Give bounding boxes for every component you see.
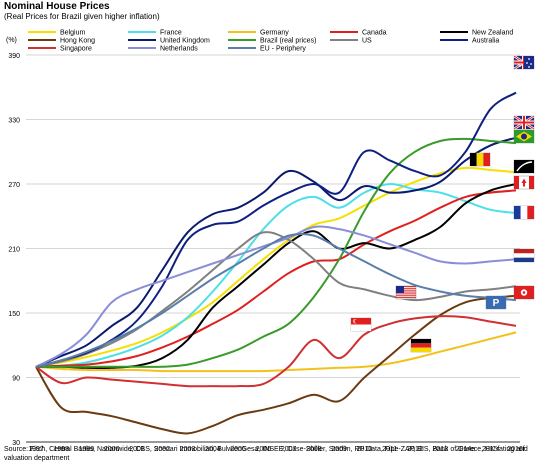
legend-item: Germany bbox=[228, 30, 289, 37]
x-tick-label: 2012 bbox=[407, 446, 423, 453]
x-tick-label: 2004 bbox=[205, 446, 221, 453]
legend-item: Singapore bbox=[28, 46, 92, 53]
x-tick-label: 2009 bbox=[331, 446, 347, 453]
legend-label: Netherlands bbox=[160, 46, 198, 53]
new-zealand-flag bbox=[513, 159, 535, 174]
legend-item: EU - Periphery bbox=[228, 46, 306, 53]
chart-subtitle: (Real Prices for Brazil given higher inf… bbox=[4, 12, 160, 21]
legend-label: Hong Kong bbox=[60, 38, 95, 45]
series-line-france bbox=[35, 182, 517, 368]
legend-item: Belgium bbox=[28, 30, 85, 37]
series-line-singapore bbox=[35, 315, 517, 388]
x-tick-label: 1998 bbox=[53, 446, 69, 453]
x-tick-label: 2006 bbox=[256, 446, 272, 453]
uk-flag bbox=[513, 114, 535, 131]
netherlands-flag bbox=[513, 248, 535, 263]
legend-label: France bbox=[160, 30, 182, 37]
legend-label: Brazil (real prices) bbox=[260, 38, 316, 45]
series-line-new-zealand bbox=[35, 183, 517, 370]
legend-label: Germany bbox=[260, 30, 289, 37]
us-flag bbox=[395, 285, 417, 300]
y-tick-label: 150 bbox=[8, 311, 20, 318]
series-line-united-kingdom bbox=[35, 136, 517, 368]
legend-label: EU - Periphery bbox=[260, 46, 306, 53]
chart-title: Nominal House Prices bbox=[4, 1, 110, 12]
legend-label: Singapore bbox=[60, 46, 92, 53]
series-line-us bbox=[35, 231, 517, 368]
x-tick-label: 2008 bbox=[306, 446, 322, 453]
y-tick-label: 390 bbox=[8, 53, 20, 60]
legend-item: Brazil (real prices) bbox=[228, 38, 316, 45]
legend-label: Canada bbox=[362, 30, 387, 37]
x-tick-label: 2003 bbox=[180, 446, 196, 453]
series-line-eu-periphery bbox=[35, 232, 517, 368]
legend-label: Belgium bbox=[60, 30, 85, 37]
x-tick-label: 2011 bbox=[382, 446, 397, 453]
x-tick-label: 1999 bbox=[79, 446, 95, 453]
x-tick-label: 2014e bbox=[456, 446, 476, 453]
x-tick-label: 2010 bbox=[357, 446, 373, 453]
source-note: Source: Fitch, Central Banks, Nationwide… bbox=[4, 446, 528, 462]
legend: Belgium France Germany Canada New Zealand Hon… bbox=[28, 30, 513, 53]
y-tick-label: 90 bbox=[12, 376, 20, 383]
singapore-flag bbox=[350, 317, 372, 332]
australia-flag bbox=[513, 54, 535, 71]
germany-flag bbox=[410, 338, 432, 353]
series-line-belgium bbox=[35, 166, 517, 368]
series-lines bbox=[35, 91, 517, 435]
legend-item: Netherlands bbox=[128, 46, 198, 53]
flags: P bbox=[350, 54, 535, 353]
hong-kong-flag bbox=[513, 285, 535, 300]
y-axis-ticks: 30 90 150 210 270 330 390 bbox=[8, 53, 20, 447]
legend-label: United Kingdom bbox=[160, 38, 210, 45]
x-tick-label: 2013 bbox=[432, 446, 448, 453]
y-tick-label: 330 bbox=[8, 118, 20, 125]
legend-item: Canada bbox=[330, 30, 387, 37]
france-flag bbox=[513, 205, 535, 220]
series-line-germany bbox=[35, 331, 517, 373]
x-tick-label: 2016f bbox=[507, 446, 525, 453]
x-axis-ticks: 1997 1998 1999 2000 2001 2002 2003 2004 2005 2006… bbox=[28, 446, 525, 453]
legend-item: Australia bbox=[440, 38, 499, 45]
legend-item: US bbox=[330, 38, 372, 45]
legend-item: United Kingdom bbox=[128, 38, 210, 45]
grid bbox=[26, 54, 520, 443]
legend-label: New Zealand bbox=[472, 30, 513, 37]
x-tick-label: 2002 bbox=[155, 446, 171, 453]
y-tick-label: 30 bbox=[12, 440, 20, 447]
y-tick-label: 270 bbox=[8, 182, 20, 189]
legend-label: Australia bbox=[472, 38, 499, 45]
x-tick-label: 2015f bbox=[482, 446, 500, 453]
x-tick-label: 2007 bbox=[281, 446, 297, 453]
x-tick-label: 1997 bbox=[28, 446, 44, 453]
series-line-canada bbox=[35, 189, 517, 368]
x-tick-label: 2001 bbox=[129, 446, 145, 453]
legend-item: France bbox=[128, 30, 182, 37]
legend-item: Hong Kong bbox=[28, 38, 95, 45]
eu-periphery-flag: P bbox=[485, 295, 507, 310]
series-line-brazil-real-prices bbox=[36, 137, 517, 368]
canada-flag bbox=[513, 175, 535, 190]
x-tick-label: 2005 bbox=[230, 446, 246, 453]
legend-item: New Zealand bbox=[440, 30, 513, 37]
svg-text:P: P bbox=[493, 298, 500, 309]
series-line-australia bbox=[35, 91, 517, 368]
x-tick-label: 2000 bbox=[104, 446, 120, 453]
y-axis-label: (%) bbox=[6, 37, 17, 44]
y-tick-label: 210 bbox=[8, 247, 20, 254]
belgium-flag bbox=[469, 152, 491, 167]
legend-label: US bbox=[362, 38, 372, 45]
brazil-flag bbox=[513, 129, 535, 144]
